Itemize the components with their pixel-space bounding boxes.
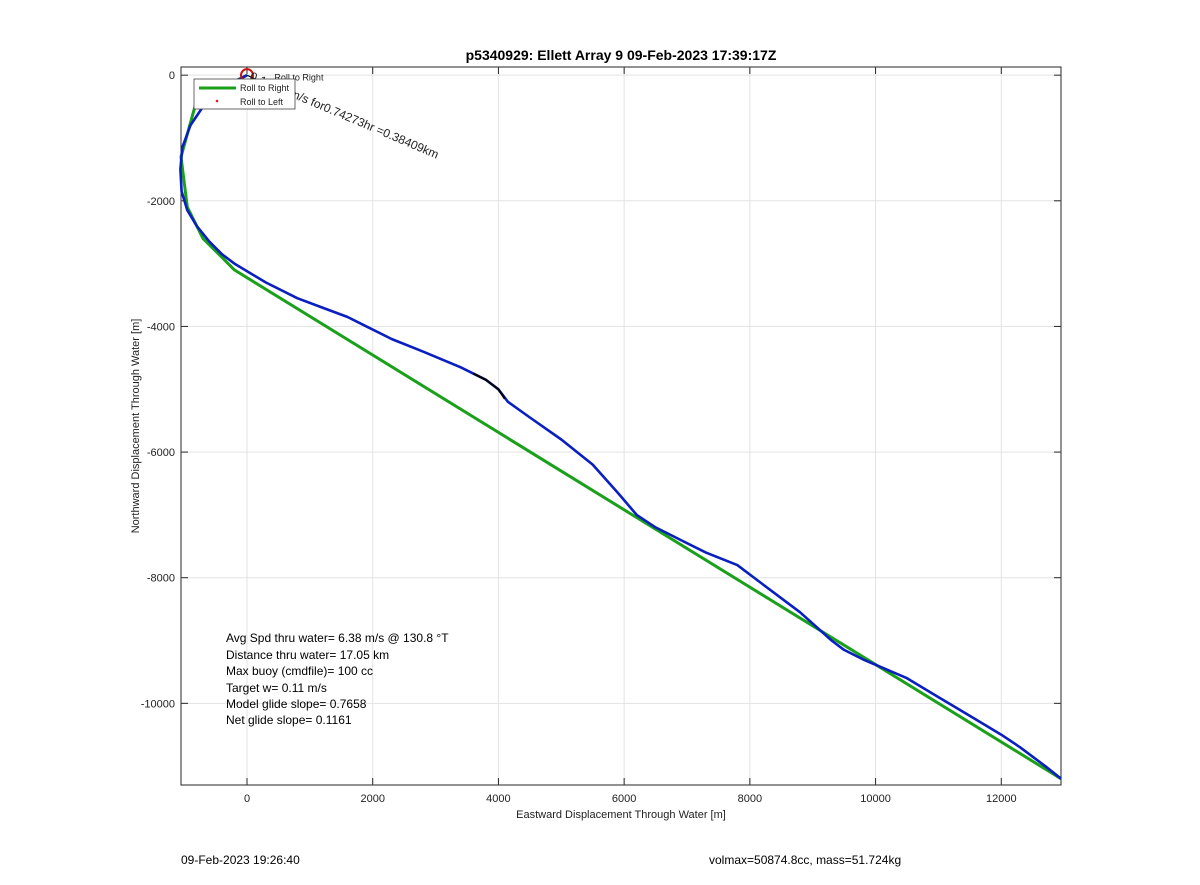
stat-model-glide: Model glide slope= 0.7658	[226, 697, 367, 711]
axis-ticks: 0 2000 4000 6000 8000 10000 12000 0 -2000 -4000 -6…	[141, 67, 1061, 805]
stat-net-glide: Net glide slope= 0.1161	[226, 713, 352, 727]
y-axis-label: Northward Displacement Through Water [m]	[130, 319, 142, 534]
stat-distance: Distance thru water= 17.05 km	[226, 648, 389, 662]
stat-max-buoy: Max buoy (cmdfile)= 100 cc	[226, 664, 373, 678]
x-tick-label: 0	[244, 793, 250, 805]
x-tick-label: 4000	[486, 793, 510, 805]
y-tick-label: -10000	[141, 698, 175, 710]
legend: Roll to Right Roll to Left	[193, 78, 296, 110]
y-tick-label: -2000	[147, 196, 175, 208]
footer-timestamp: 09-Feb-2023 19:26:40	[181, 853, 300, 867]
chart-title: p5340929: Ellett Array 9 09-Feb-2023 17:…	[466, 47, 777, 63]
data-lines	[179, 73, 1062, 780]
footer-vol-mass: volmax=50874.8cc, mass=51.724kg	[709, 853, 902, 867]
plot-area	[180, 66, 1062, 786]
x-tick-label: 2000	[360, 793, 384, 805]
x-axis-label: Eastward Displacement Through Water [m]	[516, 809, 726, 821]
stat-avg-speed: Avg Spd thru water= 6.38 m/s @ 130.8 °T	[226, 631, 449, 645]
x-tick-label: 12000	[986, 793, 1017, 805]
stats-block: Avg Spd thru water= 6.38 m/s @ 130.8 °T …	[226, 631, 449, 727]
y-tick-label: -4000	[147, 321, 175, 333]
x-tick-label: 8000	[738, 793, 762, 805]
x-tick-label: 10000	[860, 793, 891, 805]
stat-target-w: Target w= 0.11 m/s	[226, 681, 327, 695]
y-tick-label: 0	[169, 70, 175, 82]
y-tick-label: -8000	[147, 573, 175, 585]
legend-swatch-left	[215, 99, 219, 103]
legend-label-left: Roll to Left	[240, 97, 284, 107]
y-tick-label: -6000	[147, 447, 175, 459]
x-tick-label: 6000	[612, 793, 636, 805]
black-trajectory-segment	[472, 372, 506, 400]
legend-box	[193, 78, 296, 110]
legend-label-right: Roll to Right	[240, 83, 290, 93]
annotation-roll-right: Roll to Right	[274, 72, 324, 82]
